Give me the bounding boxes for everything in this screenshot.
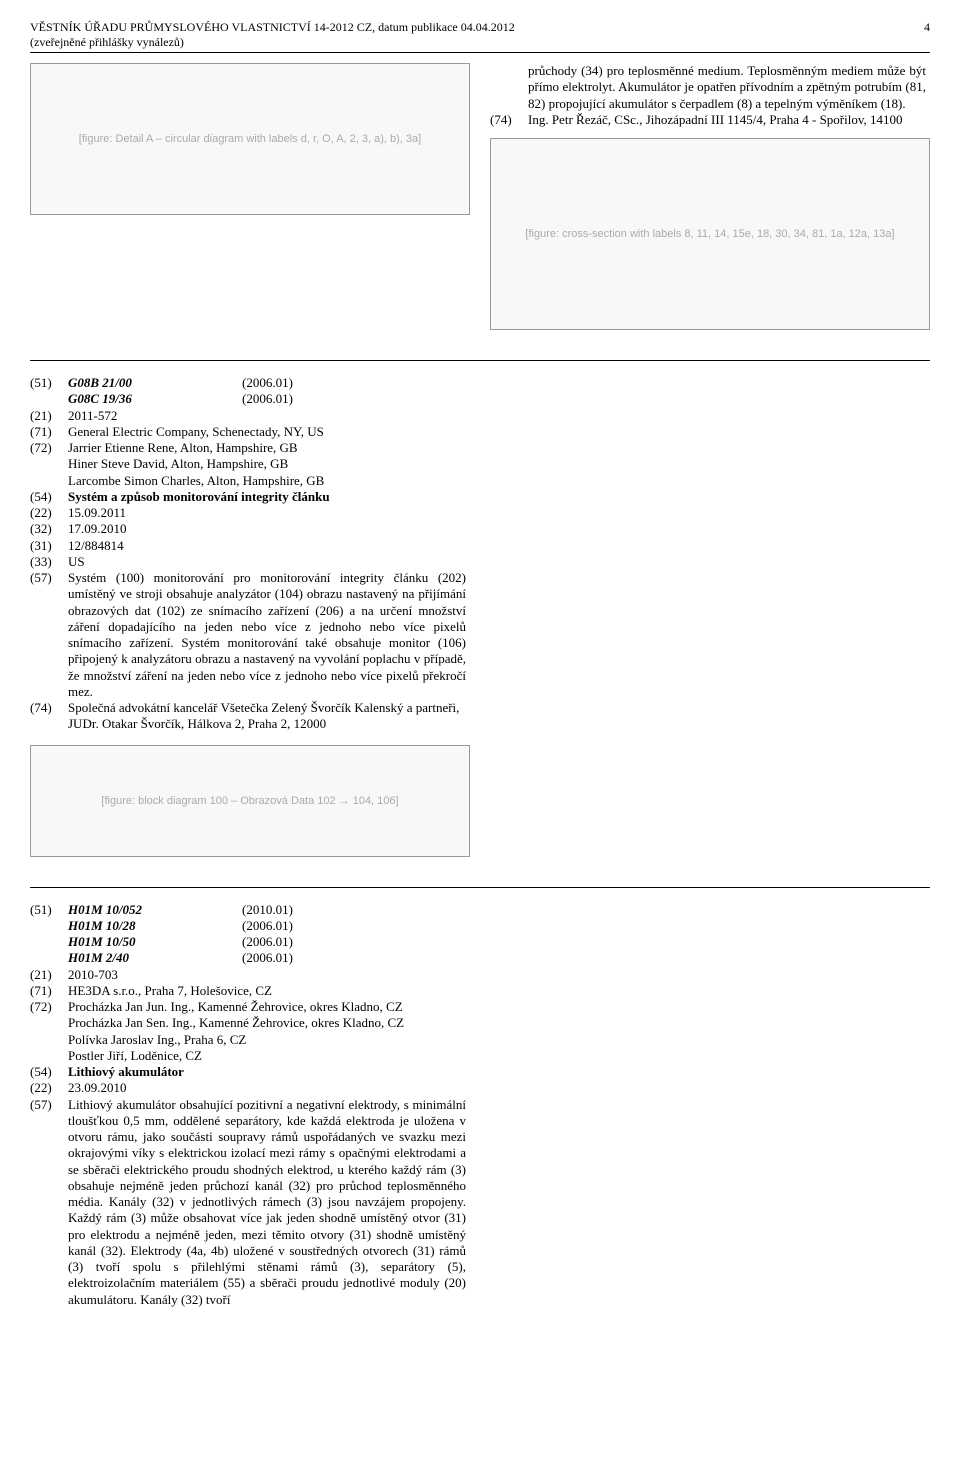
v-54: Systém a způsob monitorování integrity č… <box>68 489 470 505</box>
cls-g08b: G08B 21/00 <box>68 375 132 390</box>
inventor-4: Postler Jiří, Loděnice, CZ <box>68 1048 466 1064</box>
code-54: (54) <box>30 1064 68 1080</box>
page-number: 4 <box>924 20 930 50</box>
v-54: Lithiový akumulátor <box>68 1064 470 1080</box>
code-57: (57) <box>30 1097 68 1308</box>
cls-g08c-ver: (2006.01) <box>242 391 297 407</box>
v-22: 23.09.2010 <box>68 1080 470 1096</box>
code-31: (31) <box>30 538 68 554</box>
code-72: (72) <box>30 999 68 1064</box>
inventor-1: Procházka Jan Jun. Ing., Kamenné Žehrovi… <box>68 999 466 1015</box>
top-right-col: průchody (34) pro teplosměnné medium. Te… <box>490 63 930 330</box>
entry3-table: (51) H01M 10/052 (2010.01) H01M 10/28 (200… <box>30 902 470 1308</box>
cls3v: (2006.01) <box>242 934 297 950</box>
figure-block-diagram-100: [figure: block diagram 100 – Obrazová Da… <box>30 745 470 857</box>
figure-accumulator-section: [figure: cross-section with labels 8, 11… <box>490 138 930 330</box>
code-74: (74) <box>30 700 68 733</box>
inventor-2: Procházka Jan Sen. Ing., Kamenné Žehrovi… <box>68 1015 466 1031</box>
header-title: VĚSTNÍK ÚŘADU PRŮMYSLOVÉHO VLASTNICTVÍ 1… <box>30 20 515 34</box>
code-51: (51) <box>30 375 68 408</box>
v-32: 17.09.2010 <box>68 521 470 537</box>
code-22: (22) <box>30 1080 68 1096</box>
code-71: (71) <box>30 424 68 440</box>
v-21: 2011-572 <box>68 408 470 424</box>
code-21: (21) <box>30 967 68 983</box>
cls4: H01M 2/40 <box>68 950 129 965</box>
v-22: 15.09.2011 <box>68 505 470 521</box>
code-22: (22) <box>30 505 68 521</box>
cls1v: (2010.01) <box>242 902 297 918</box>
page-header: VĚSTNÍK ÚŘADU PRŮMYSLOVÉHO VLASTNICTVÍ 1… <box>30 20 930 53</box>
entry3-right-empty <box>490 902 930 1308</box>
entry2-section: (51) G08B 21/00 (2006.01) G08C 19/36 (20… <box>30 375 930 857</box>
entry1-continuation: průchody (34) pro teplosměnné medium. Te… <box>490 63 930 128</box>
header-subtitle: (zveřejněné přihlášky vynálezů) <box>30 35 184 49</box>
code-54: (54) <box>30 489 68 505</box>
v-57: Lithiový akumulátor obsahující pozitivní… <box>68 1097 470 1308</box>
top-left-col: [figure: Detail A – circular diagram wit… <box>30 63 470 330</box>
header-left: VĚSTNÍK ÚŘADU PRŮMYSLOVÉHO VLASTNICTVÍ 1… <box>30 20 515 50</box>
code-33: (33) <box>30 554 68 570</box>
code-74: (74) <box>490 112 528 128</box>
separator <box>30 360 930 361</box>
v-33: US <box>68 554 470 570</box>
code-72: (72) <box>30 440 68 489</box>
v-71: HE3DA s.r.o., Praha 7, Holešovice, CZ <box>68 983 470 999</box>
cls2: H01M 10/28 <box>68 918 136 933</box>
separator <box>30 887 930 888</box>
inventor-2: Hiner Steve David, Alton, Hampshire, GB <box>68 456 466 472</box>
figure-detail-a: [figure: Detail A – circular diagram wit… <box>30 63 470 215</box>
entry1-agent: Ing. Petr Řezáč, CSc., Jihozápadní III 1… <box>528 112 930 128</box>
code-21: (21) <box>30 408 68 424</box>
entry2-right-empty <box>490 375 930 857</box>
inventor-3: Larcombe Simon Charles, Alton, Hampshire… <box>68 473 466 489</box>
v-71: General Electric Company, Schenectady, N… <box>68 424 470 440</box>
v-57: Systém (100) monitorování pro monitorová… <box>68 570 470 700</box>
entry3-col: (51) H01M 10/052 (2010.01) H01M 10/28 (200… <box>30 902 470 1308</box>
cls-g08b-ver: (2006.01) <box>242 375 297 391</box>
cls4v: (2006.01) <box>242 950 297 966</box>
v-74: Společná advokátní kancelář Všetečka Zel… <box>68 700 470 733</box>
inventor-3: Polívka Jaroslav Ing., Praha 6, CZ <box>68 1032 466 1048</box>
v-31: 12/884814 <box>68 538 470 554</box>
entry2-table: (51) G08B 21/00 (2006.01) G08C 19/36 (20… <box>30 375 470 733</box>
code-32: (32) <box>30 521 68 537</box>
v-21: 2010-703 <box>68 967 470 983</box>
entry1-abstract-cont: průchody (34) pro teplosměnné medium. Te… <box>528 63 930 112</box>
code-51: (51) <box>30 902 68 967</box>
cls1: H01M 10/052 <box>68 902 142 917</box>
cls-g08c: G08C 19/36 <box>68 391 132 406</box>
code-71: (71) <box>30 983 68 999</box>
cls2v: (2006.01) <box>242 918 297 934</box>
entry3-section: (51) H01M 10/052 (2010.01) H01M 10/28 (200… <box>30 902 930 1308</box>
inventor-1: Jarrier Etienne Rene, Alton, Hampshire, … <box>68 440 466 456</box>
code-57: (57) <box>30 570 68 700</box>
cls3: H01M 10/50 <box>68 934 136 949</box>
entry2-col: (51) G08B 21/00 (2006.01) G08C 19/36 (20… <box>30 375 470 857</box>
top-section: [figure: Detail A – circular diagram wit… <box>30 63 930 330</box>
